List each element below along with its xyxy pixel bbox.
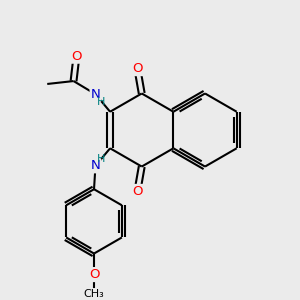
Text: H: H: [97, 97, 105, 106]
Text: O: O: [132, 62, 142, 75]
Text: O: O: [89, 268, 99, 281]
Text: N: N: [91, 88, 100, 101]
Text: CH₃: CH₃: [84, 289, 104, 298]
Text: O: O: [132, 185, 142, 198]
Text: N: N: [91, 159, 100, 172]
Text: H: H: [97, 154, 105, 164]
Text: O: O: [71, 50, 82, 63]
